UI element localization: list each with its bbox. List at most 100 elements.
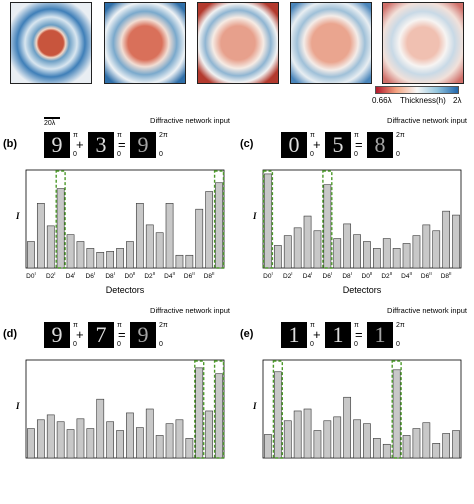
bar	[175, 419, 184, 459]
highlight-box	[262, 170, 274, 269]
bar	[36, 203, 45, 269]
digit-glyph: 9	[137, 322, 149, 347]
bar	[86, 248, 95, 269]
bar	[442, 433, 451, 459]
digit-glyph: 0	[288, 132, 300, 157]
bar	[353, 234, 361, 269]
phase-max-label: π	[310, 132, 315, 139]
digit-glyph: 1	[288, 322, 300, 347]
phase-max-label: π	[117, 132, 122, 139]
thickness-map-5	[382, 2, 464, 84]
tick-label: D6I	[323, 271, 333, 280]
bar	[215, 373, 223, 459]
bar-chart: I	[15, 359, 225, 459]
tick-label: D2II	[144, 271, 155, 280]
tick-label: D2I	[283, 271, 293, 280]
bar	[402, 435, 411, 459]
digit-glyph: 9	[51, 322, 63, 347]
tick-label: D2I	[46, 271, 56, 280]
network-input-label: Diffractive network input	[150, 116, 230, 125]
bar	[76, 241, 85, 269]
bar	[343, 396, 352, 459]
tick-label: D0I	[26, 271, 36, 280]
bar	[135, 203, 144, 269]
phase-min-label: 0	[117, 151, 121, 158]
bar	[452, 214, 460, 269]
bar	[382, 443, 391, 459]
phase-min-label: 0	[73, 341, 77, 348]
bar	[56, 421, 65, 459]
bar-chart: D0I D2I D4I D6I D8I D0II D2II D4II D6II D8II I Dete…	[252, 169, 462, 295]
highlight-box	[213, 170, 225, 269]
phase-min-label: 0	[354, 151, 358, 158]
highlight-box	[391, 360, 402, 459]
bar	[273, 245, 282, 269]
tick-label: D0II	[362, 271, 373, 280]
bar	[452, 430, 460, 459]
tick-label: D2II	[381, 271, 392, 280]
phase-min-label: 0	[354, 341, 358, 348]
scale-label: 20λ	[44, 120, 56, 127]
bar	[283, 235, 292, 269]
bar	[205, 410, 214, 459]
thickness-map-1	[10, 2, 92, 84]
digit-image: 9	[130, 132, 156, 158]
phase-min-label: 0	[159, 151, 163, 158]
bar	[126, 241, 134, 269]
bar-chart: I	[252, 359, 462, 459]
bar	[106, 421, 115, 459]
digit-image: 8	[367, 132, 393, 158]
panel-label: (c)	[240, 138, 254, 150]
bar	[96, 252, 105, 269]
plus-sign: +	[313, 327, 321, 342]
phase-max-label: 2π	[396, 322, 405, 329]
tick-label: D8II	[204, 271, 215, 280]
phase-max-label: 2π	[159, 132, 168, 139]
bar	[402, 243, 411, 269]
tick-label: D4II	[401, 271, 412, 280]
phase-max-label: π	[73, 322, 78, 329]
tick-label: D0II	[125, 271, 136, 280]
bar	[422, 224, 431, 269]
bar	[372, 438, 381, 459]
bar	[145, 408, 154, 459]
bar	[293, 227, 302, 269]
highlight-box	[55, 170, 66, 269]
digit-image: 5	[325, 132, 351, 158]
digit-glyph: 1	[332, 322, 344, 347]
digit-glyph: 1	[374, 322, 386, 347]
phase-max-label: π	[354, 132, 359, 139]
bar	[175, 254, 184, 269]
bar	[293, 410, 302, 459]
phase-max-label: π	[310, 322, 315, 329]
thickness-map-2	[104, 2, 186, 84]
phase-max-label: π	[73, 132, 78, 139]
bar	[392, 248, 401, 269]
plot-frame	[262, 169, 462, 269]
phase-min-label: 0	[117, 341, 121, 348]
x-axis-label: Detectors	[106, 285, 145, 295]
tick-label: D0I	[263, 271, 273, 280]
plus-sign: +	[313, 137, 321, 152]
bar	[126, 412, 134, 459]
phase-min-label: 0	[310, 341, 314, 348]
tick-label: D8I	[342, 271, 352, 280]
bar	[66, 429, 75, 459]
highlight-box	[322, 170, 333, 269]
bar	[185, 438, 194, 459]
phase-max-label: π	[117, 322, 122, 329]
bar	[46, 225, 55, 269]
plot-frame	[25, 169, 225, 269]
digit-image: 1	[367, 322, 393, 348]
bar	[323, 184, 332, 269]
bar	[412, 428, 421, 459]
colorbar-min-label: 0.66λ	[372, 96, 392, 105]
bar	[86, 428, 95, 459]
bar	[392, 369, 401, 459]
bar	[333, 238, 342, 269]
y-axis-label: I	[15, 401, 20, 411]
bar	[303, 408, 312, 459]
highlight-box	[213, 360, 225, 459]
phase-min-label: 0	[159, 341, 163, 348]
thickness-colorbar	[375, 86, 459, 94]
